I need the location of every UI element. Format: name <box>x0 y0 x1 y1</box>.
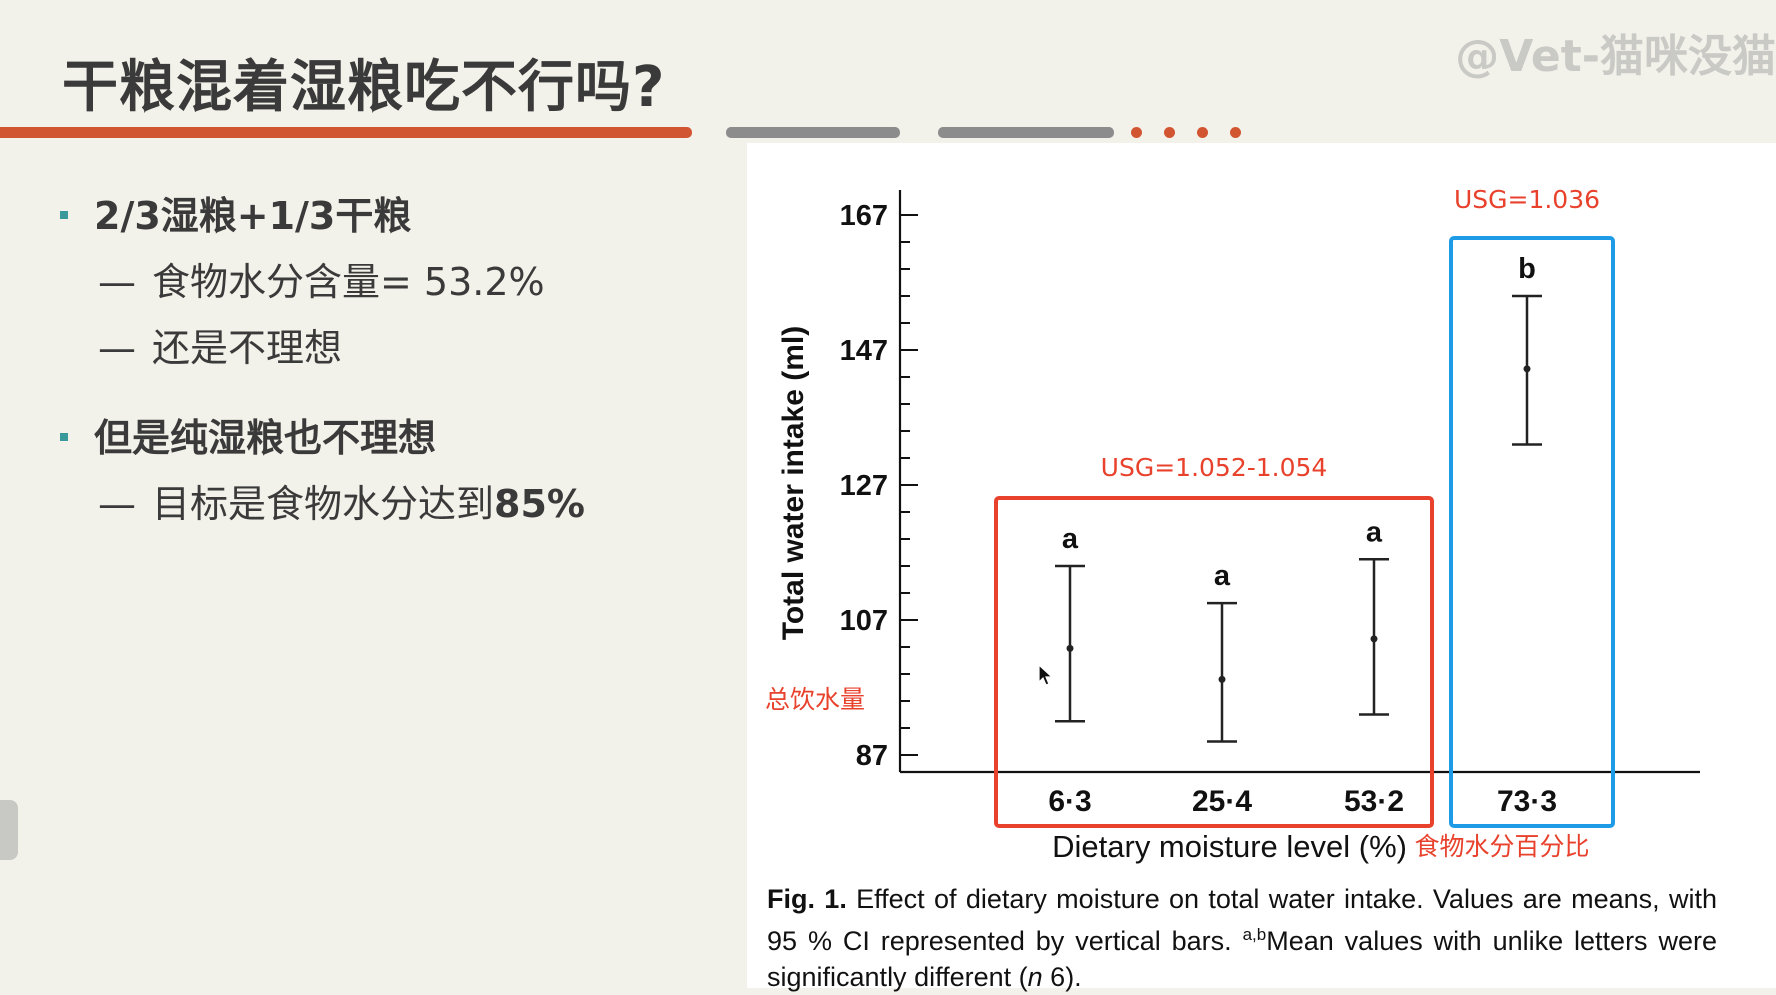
title-underline-grey-2 <box>938 127 1114 138</box>
caption-text-1: Effect of dietary moisture on total wate… <box>767 884 1717 956</box>
watermark: @Vet-猫咪没猫 <box>1455 31 1776 82</box>
x-tick-label: 53·2 <box>1344 785 1404 818</box>
bullet-text: 但是纯湿粮也不理想 <box>94 416 437 460</box>
bullet-marker <box>60 210 68 219</box>
dash-marker: — <box>98 482 136 526</box>
sub-bullet-item: — 目标是食物水分达到85% <box>98 473 585 528</box>
title-underline-dot <box>1197 127 1208 138</box>
mouse-cursor-icon <box>1038 664 1054 686</box>
significance-letter: a <box>1214 560 1231 592</box>
y-tick-label: 127 <box>840 470 888 502</box>
caption-fig-label: Fig. 1. <box>767 884 847 914</box>
y-tick-label: 167 <box>840 200 888 232</box>
y-tick-label: 147 <box>840 335 888 367</box>
y-tick-label: 87 <box>856 740 888 772</box>
title-underline-grey-1 <box>726 127 900 138</box>
dash-marker: — <box>98 326 136 370</box>
mean-point <box>1523 365 1531 373</box>
sub-bullet-item: — 还是不理想 <box>98 317 342 372</box>
y-axis-annotation: 总饮水量 <box>765 685 865 714</box>
caption-text-2: Mean values with unlike letters were sig… <box>767 926 1717 992</box>
significance-letter: b <box>1518 253 1536 285</box>
sub-bullet-highlight: 85% <box>494 482 585 526</box>
title-underline-dot <box>1131 127 1142 138</box>
slide-title: 干粮混着湿粮吃不行吗? <box>62 55 666 120</box>
caption-n-symbol: n <box>1027 962 1043 992</box>
usg-group-label: USG=1.036 <box>1454 185 1600 214</box>
dash-marker: — <box>98 260 136 304</box>
bullet-item: 但是纯湿粮也不理想 <box>60 407 436 462</box>
mean-point <box>1370 635 1378 643</box>
bullet-text: 2/3湿粮+1/3干粮 <box>94 194 412 238</box>
x-tick-label: 6·3 <box>1048 785 1091 818</box>
caption-superscript: a,b <box>1242 925 1267 944</box>
figure-panel: 87 107 127 147 167 Total water intake (ml) 总饮水… <box>747 143 1776 992</box>
x-axis-annotation: 食物水分百分比 <box>1414 832 1589 861</box>
mean-point <box>1218 675 1226 683</box>
usg-group-box <box>994 496 1434 828</box>
sub-bullet-text: 目标是食物水分达到 <box>152 482 495 526</box>
figure-caption: Fig. 1. Effect of dietary moisture on to… <box>767 881 1717 995</box>
usg-group-box <box>1449 236 1615 828</box>
bullet-marker <box>60 432 68 441</box>
significance-letter: a <box>1062 523 1079 555</box>
x-tick-label: 25·4 <box>1192 785 1252 818</box>
sub-bullet-text: 食物水分含量= 53.2% <box>152 260 545 304</box>
y-tick-label: 107 <box>840 605 888 637</box>
sub-bullet-item: — 食物水分含量= 53.2% <box>98 251 545 306</box>
left-edge-tab[interactable] <box>0 800 18 860</box>
y-axis-title: Total water intake (ml) <box>777 326 810 641</box>
mean-point <box>1066 644 1074 652</box>
title-underline <box>0 127 692 138</box>
water-intake-chart: 87 107 127 147 167 Total water intake (ml) 总饮水… <box>765 185 1700 864</box>
title-underline-dot <box>1164 127 1175 138</box>
x-tick-label: 73·3 <box>1497 785 1557 818</box>
title-underline-dot <box>1230 127 1241 138</box>
significance-letter: a <box>1366 516 1383 548</box>
sub-bullet-text: 还是不理想 <box>152 326 343 370</box>
bullet-item: 2/3湿粮+1/3干粮 <box>60 185 411 240</box>
caption-text-3: 6). <box>1042 962 1082 992</box>
x-axis-title: Dietary moisture level (%) <box>1052 829 1407 864</box>
usg-group-label: USG=1.052-1.054 <box>1101 453 1328 482</box>
